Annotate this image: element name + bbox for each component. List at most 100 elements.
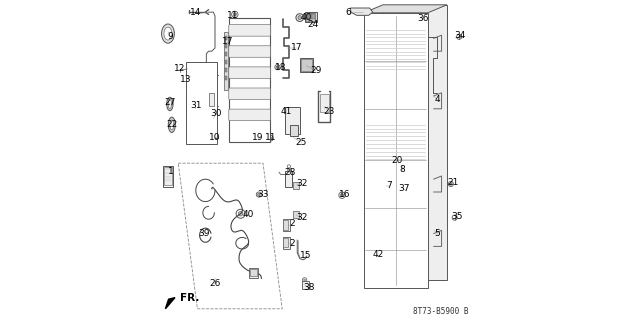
Bar bbox=[249, 268, 258, 278]
Bar bbox=[300, 59, 311, 71]
Bar bbox=[225, 44, 227, 48]
Bar bbox=[283, 237, 290, 249]
Bar bbox=[309, 14, 311, 19]
Text: 35: 35 bbox=[451, 212, 463, 221]
Bar bbox=[225, 60, 227, 64]
Circle shape bbox=[418, 17, 425, 23]
FancyBboxPatch shape bbox=[229, 67, 271, 78]
Circle shape bbox=[450, 183, 452, 185]
Text: 24: 24 bbox=[307, 20, 318, 28]
Circle shape bbox=[457, 34, 462, 39]
Polygon shape bbox=[364, 5, 447, 13]
Bar bbox=[399, 163, 405, 168]
Circle shape bbox=[232, 11, 238, 18]
Circle shape bbox=[239, 212, 243, 216]
Text: 16: 16 bbox=[339, 190, 350, 199]
Circle shape bbox=[376, 254, 378, 257]
Bar bbox=[283, 238, 288, 247]
Bar bbox=[320, 94, 329, 112]
Circle shape bbox=[375, 253, 380, 258]
Circle shape bbox=[234, 13, 237, 16]
Text: 39: 39 bbox=[198, 229, 209, 238]
Circle shape bbox=[275, 65, 280, 70]
Text: 13: 13 bbox=[181, 75, 192, 84]
Text: 18: 18 bbox=[275, 63, 286, 72]
Circle shape bbox=[256, 192, 262, 197]
Text: 23: 23 bbox=[323, 107, 334, 116]
Text: 20: 20 bbox=[392, 156, 403, 164]
Circle shape bbox=[285, 110, 290, 114]
Text: FR.: FR. bbox=[180, 292, 199, 303]
Text: 14: 14 bbox=[190, 8, 202, 17]
Text: 2: 2 bbox=[289, 239, 295, 248]
Text: 5: 5 bbox=[434, 229, 440, 238]
Circle shape bbox=[260, 137, 263, 140]
FancyBboxPatch shape bbox=[229, 46, 271, 57]
Text: 38: 38 bbox=[303, 284, 315, 292]
FancyBboxPatch shape bbox=[229, 88, 271, 100]
Text: 29: 29 bbox=[310, 66, 322, 75]
Bar bbox=[285, 171, 292, 187]
Ellipse shape bbox=[161, 24, 174, 43]
Circle shape bbox=[296, 14, 304, 21]
Text: 2: 2 bbox=[289, 220, 295, 228]
Text: 9: 9 bbox=[167, 32, 173, 41]
Bar bbox=[163, 166, 173, 187]
Circle shape bbox=[302, 278, 307, 282]
Text: 19: 19 bbox=[253, 133, 264, 142]
Circle shape bbox=[258, 193, 260, 196]
Bar bbox=[225, 52, 227, 56]
Bar bbox=[225, 32, 228, 90]
Text: 11: 11 bbox=[227, 11, 239, 20]
Bar bbox=[304, 12, 316, 22]
Bar bbox=[293, 182, 299, 189]
Ellipse shape bbox=[170, 120, 174, 130]
Ellipse shape bbox=[168, 100, 172, 108]
Text: 42: 42 bbox=[373, 250, 384, 259]
Bar bbox=[306, 13, 315, 21]
Text: 4: 4 bbox=[434, 95, 440, 104]
Polygon shape bbox=[165, 298, 175, 309]
Bar bbox=[186, 62, 216, 144]
Text: 17: 17 bbox=[222, 37, 234, 46]
Text: 25: 25 bbox=[295, 138, 307, 147]
Circle shape bbox=[339, 192, 345, 198]
Bar bbox=[300, 58, 313, 72]
Circle shape bbox=[449, 181, 454, 187]
Circle shape bbox=[276, 66, 279, 68]
Text: 15: 15 bbox=[300, 252, 312, 260]
Bar bbox=[225, 68, 227, 72]
Circle shape bbox=[267, 135, 273, 141]
Text: 6: 6 bbox=[345, 8, 351, 17]
Text: 33: 33 bbox=[257, 190, 269, 199]
Text: 31: 31 bbox=[190, 101, 202, 110]
Text: 1: 1 bbox=[168, 167, 174, 176]
FancyBboxPatch shape bbox=[229, 109, 271, 121]
Circle shape bbox=[401, 164, 404, 167]
Text: 40: 40 bbox=[243, 210, 255, 219]
Circle shape bbox=[287, 165, 290, 168]
Text: 36: 36 bbox=[417, 14, 429, 23]
Text: 7: 7 bbox=[387, 181, 392, 190]
Bar bbox=[293, 211, 299, 218]
Text: 37: 37 bbox=[398, 184, 410, 193]
Ellipse shape bbox=[167, 97, 173, 111]
Bar bbox=[392, 159, 399, 166]
Text: 8: 8 bbox=[399, 165, 405, 174]
Circle shape bbox=[304, 279, 306, 281]
Bar bbox=[225, 76, 227, 80]
Ellipse shape bbox=[164, 27, 172, 40]
Text: 8T73-B5900 B: 8T73-B5900 B bbox=[413, 307, 468, 316]
Bar bbox=[287, 168, 291, 171]
Text: 32: 32 bbox=[297, 180, 308, 188]
Text: 27: 27 bbox=[165, 98, 176, 107]
Bar bbox=[283, 220, 288, 230]
Circle shape bbox=[269, 137, 272, 140]
Text: 12: 12 bbox=[174, 64, 186, 73]
Bar bbox=[225, 36, 227, 40]
Bar bbox=[285, 107, 300, 134]
Polygon shape bbox=[350, 8, 373, 15]
Circle shape bbox=[258, 135, 264, 141]
Bar bbox=[187, 66, 193, 73]
Text: 28: 28 bbox=[285, 168, 296, 177]
